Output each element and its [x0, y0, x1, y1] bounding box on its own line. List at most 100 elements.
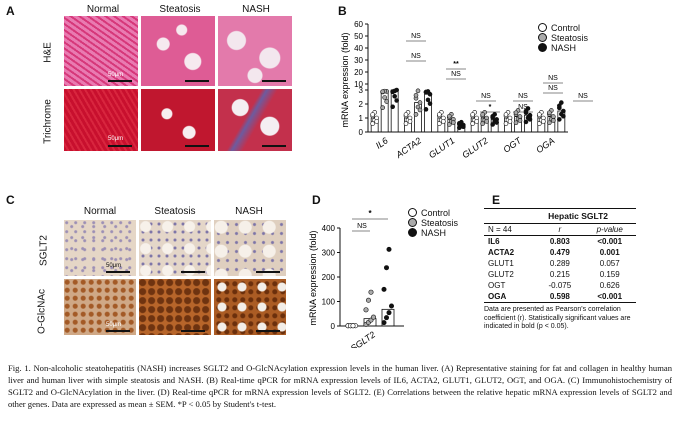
- panel-b-legend: Control Steatosis NASH: [538, 23, 588, 53]
- scale-bar: [262, 80, 286, 82]
- data-point: [513, 120, 519, 126]
- trichrome-normal-image: 50μm: [64, 89, 138, 151]
- panel-a-col-steatosis: Steatosis: [159, 4, 201, 15]
- panel-e-label: E: [492, 193, 501, 207]
- data-point: [470, 121, 475, 126]
- significance-label: NS: [518, 104, 528, 111]
- legend-control-marker: [538, 23, 547, 32]
- significance-label: *: [489, 104, 492, 111]
- header-n: N = 44: [488, 225, 512, 234]
- scale-label: 50μm: [108, 72, 124, 78]
- he-steatosis-image: [141, 16, 215, 86]
- legend-steatosis: Steatosis: [408, 218, 458, 228]
- data-point: [423, 89, 429, 95]
- data-point: [382, 95, 387, 100]
- y-tick-label: 30: [354, 56, 363, 65]
- scale-bar: [262, 145, 286, 147]
- data-point: [389, 303, 395, 309]
- significance-label: NS: [578, 93, 588, 100]
- r-cell: 0.289: [549, 259, 570, 268]
- table-row: GLUT1 0.289 0.057: [484, 258, 636, 269]
- y-tick-label: 0: [359, 128, 364, 137]
- data-point: [561, 113, 566, 119]
- panel-d-legend: Control Steatosis NASH: [408, 208, 458, 238]
- data-point: [557, 103, 562, 109]
- he-nash-image: [218, 16, 292, 86]
- data-point: [380, 105, 385, 110]
- table-row: OGT -0.075 0.626: [484, 280, 636, 291]
- y-tick-label: 20: [354, 68, 363, 77]
- table-title: Hepatic SGLT2: [484, 208, 636, 224]
- legend-control-marker: [408, 208, 417, 217]
- trichrome-nash-image: [218, 89, 292, 151]
- category-label: SGLT2: [349, 329, 378, 348]
- p-cell: 0.159: [599, 270, 620, 279]
- table-row: IL6 0.803 <0.001: [484, 236, 636, 248]
- data-point: [490, 122, 495, 127]
- legend-nash-marker: [408, 228, 417, 237]
- significance-label: NS: [357, 223, 367, 230]
- data-point: [415, 88, 421, 94]
- p-cell: 0.626: [599, 281, 620, 290]
- oglcnac-steatosis-image: [139, 279, 211, 335]
- y-tick-label: 2: [359, 100, 364, 109]
- legend-steatosis: Steatosis: [538, 33, 588, 43]
- panel-d-label: D: [312, 193, 321, 207]
- data-point: [423, 107, 429, 112]
- data-point: [441, 119, 446, 124]
- significance-label: *: [368, 209, 372, 218]
- data-point: [480, 112, 485, 117]
- scale-bar: [185, 145, 209, 147]
- data-point: [503, 121, 509, 126]
- table-row: ACTA2 0.479 0.001: [484, 247, 636, 258]
- scale-bar: [108, 80, 132, 82]
- r-cell: 0.215: [549, 270, 570, 279]
- legend-nash: NASH: [538, 43, 588, 53]
- gene-cell: ACTA2: [488, 248, 515, 257]
- scale-bar: [256, 271, 280, 273]
- data-point: [537, 112, 542, 117]
- data-point: [494, 120, 499, 125]
- significance-label: NS: [481, 93, 491, 100]
- scale-bar: [106, 271, 130, 273]
- p-cell: 0.057: [599, 259, 620, 268]
- r-cell: 0.479: [549, 248, 570, 257]
- panel-a-label: A: [6, 4, 15, 18]
- y-tick-label: 0: [331, 322, 336, 331]
- data-point: [527, 117, 533, 122]
- y-tick-label: 40: [354, 44, 363, 53]
- panel-c-row-sglt2: SGLT2: [38, 235, 50, 266]
- data-point: [390, 104, 395, 110]
- category-label: OGT: [501, 135, 524, 155]
- data-point: [461, 124, 466, 130]
- legend-nash-label: NASH: [551, 43, 577, 53]
- data-point: [559, 100, 564, 105]
- data-point: [427, 101, 433, 106]
- data-point: [368, 289, 374, 295]
- significance-label: NS: [451, 71, 461, 78]
- legend-steatosis-marker: [538, 33, 547, 42]
- panel-b-chart: 0 1 2 310 20 30 40 50 60 mRNA expression (fold) IL…: [340, 20, 593, 160]
- table-note: Data are presented as Pearson's correlat…: [484, 306, 631, 330]
- scale-bar: [185, 80, 209, 82]
- data-point: [403, 112, 409, 117]
- y-tick-label: 10: [354, 80, 363, 89]
- data-point: [380, 89, 385, 94]
- y-tick-label: 100: [322, 298, 336, 307]
- data-point: [363, 307, 369, 313]
- data-point: [490, 113, 495, 119]
- scale-label: 50μm: [106, 263, 122, 269]
- scale-bar: [106, 330, 130, 332]
- data-point: [437, 121, 442, 126]
- data-point: [350, 323, 356, 329]
- r-cell: 0.803: [549, 237, 570, 246]
- table-header-row: N = 44 r p-value: [484, 224, 636, 236]
- table-row: GLUT2 0.215 0.159: [484, 269, 636, 280]
- legend-control: Control: [538, 23, 588, 33]
- data-point: [447, 113, 452, 119]
- gene-cell: GLUT2: [488, 270, 514, 279]
- gene-cell: OGT: [488, 281, 506, 290]
- data-point: [551, 114, 556, 119]
- data-point: [547, 120, 552, 126]
- data-point: [451, 120, 456, 125]
